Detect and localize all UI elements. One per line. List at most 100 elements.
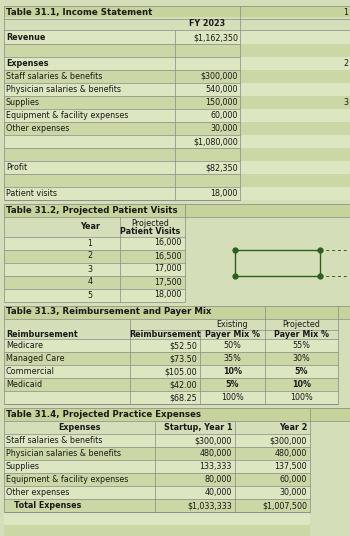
Bar [4, 473, 310, 486]
Text: Staff salaries & benefits: Staff salaries & benefits [6, 436, 102, 445]
Bar [4, 512, 310, 525]
Text: $1,007,500: $1,007,500 [262, 501, 307, 510]
Bar [4, 460, 310, 473]
Text: 60,000: 60,000 [280, 475, 307, 485]
Bar [4, 83, 350, 96]
Bar [4, 276, 185, 288]
Text: Reimbursement: Reimbursement [6, 330, 78, 339]
Text: 1: 1 [88, 239, 92, 248]
Text: 30,000: 30,000 [211, 124, 238, 133]
Bar [4, 263, 185, 276]
Text: Table 31.2, Projected Patient Visits: Table 31.2, Projected Patient Visits [6, 206, 177, 215]
Bar [4, 339, 338, 352]
Text: 2: 2 [343, 59, 348, 68]
Bar [4, 187, 350, 200]
Text: $105.00: $105.00 [164, 367, 197, 376]
Bar [4, 352, 338, 366]
Text: Commercial: Commercial [6, 367, 55, 376]
Bar [4, 96, 350, 109]
Bar [4, 161, 350, 174]
Bar [4, 434, 310, 448]
Text: 30%: 30% [293, 354, 310, 363]
Bar [4, 204, 350, 217]
Text: $300,000: $300,000 [195, 436, 232, 445]
Bar [4, 421, 310, 434]
Text: Physician salaries & benefits: Physician salaries & benefits [6, 449, 121, 458]
Text: 10%: 10% [292, 381, 311, 389]
Bar [4, 318, 338, 339]
Bar [4, 17, 350, 30]
Text: Patient visits: Patient visits [6, 189, 57, 198]
Text: 35%: 35% [224, 354, 241, 363]
Bar [4, 288, 185, 301]
Text: 540,000: 540,000 [205, 85, 238, 94]
Bar [4, 486, 310, 500]
Text: 150,000: 150,000 [205, 98, 238, 107]
Bar [4, 44, 350, 57]
Text: $1,080,000: $1,080,000 [193, 137, 238, 146]
Bar [4, 135, 350, 148]
Text: 30,000: 30,000 [280, 488, 307, 497]
Text: $1,033,333: $1,033,333 [187, 501, 232, 510]
Text: 55%: 55% [293, 341, 310, 351]
Text: Equipment & facility expenses: Equipment & facility expenses [6, 111, 128, 120]
Text: 5: 5 [88, 291, 92, 300]
Text: 3: 3 [88, 264, 92, 273]
Text: Revenue: Revenue [6, 33, 46, 42]
Text: $73.50: $73.50 [169, 354, 197, 363]
Text: 5%: 5% [226, 381, 239, 389]
Text: Medicare: Medicare [6, 341, 43, 351]
Text: 3: 3 [343, 98, 348, 107]
Bar [4, 306, 350, 318]
Text: 18,000: 18,000 [155, 291, 182, 300]
Text: 60,000: 60,000 [211, 111, 238, 120]
Text: $300,000: $300,000 [270, 436, 307, 445]
Text: 480,000: 480,000 [275, 449, 307, 458]
Text: 133,333: 133,333 [199, 462, 232, 471]
Bar [4, 109, 350, 122]
Bar [4, 70, 350, 83]
Bar [4, 122, 350, 135]
Text: Payer Mix %: Payer Mix % [205, 330, 260, 339]
Text: Physician salaries & benefits: Physician salaries & benefits [6, 85, 121, 94]
Text: Existing: Existing [217, 320, 248, 329]
Bar [235, 249, 320, 276]
Text: 10%: 10% [223, 367, 242, 376]
Bar [4, 391, 338, 404]
Text: Payer Mix %: Payer Mix % [274, 330, 329, 339]
Text: Table 31.3, Reimbursement and Payer Mix: Table 31.3, Reimbursement and Payer Mix [6, 308, 211, 316]
Text: Year 2: Year 2 [279, 423, 307, 433]
Text: 100%: 100% [221, 393, 244, 403]
Text: Year: Year [80, 222, 100, 231]
Text: 1: 1 [343, 8, 348, 17]
Text: Managed Care: Managed Care [6, 354, 64, 363]
Text: 50%: 50% [224, 341, 241, 351]
Text: 5%: 5% [295, 367, 308, 376]
Text: Table 31.1, Income Statement: Table 31.1, Income Statement [6, 8, 152, 17]
Text: $82,350: $82,350 [205, 163, 238, 172]
Bar [4, 525, 310, 536]
Bar [4, 236, 185, 249]
Text: Staff salaries & benefits: Staff salaries & benefits [6, 72, 102, 81]
Text: $52.50: $52.50 [169, 341, 197, 351]
Bar [4, 148, 350, 161]
Text: Total Expenses: Total Expenses [14, 501, 81, 510]
Text: Projected: Projected [131, 219, 169, 228]
Bar [4, 366, 338, 378]
Text: Projected: Projected [282, 320, 321, 329]
Text: Expenses: Expenses [58, 423, 101, 433]
Text: 480,000: 480,000 [199, 449, 232, 458]
Text: Other expenses: Other expenses [6, 124, 69, 133]
Text: 137,500: 137,500 [274, 462, 307, 471]
Text: 16,500: 16,500 [154, 251, 182, 260]
Bar [4, 448, 310, 460]
Text: 17,000: 17,000 [154, 264, 182, 273]
Text: Expenses: Expenses [6, 59, 49, 68]
Text: Equipment & facility expenses: Equipment & facility expenses [6, 475, 128, 485]
Text: Supplies: Supplies [6, 462, 40, 471]
Text: 16,000: 16,000 [155, 239, 182, 248]
Bar [4, 378, 338, 391]
Bar [4, 57, 350, 70]
Text: Table 31.4, Projected Practice Expenses: Table 31.4, Projected Practice Expenses [6, 410, 201, 419]
Bar [4, 249, 185, 263]
